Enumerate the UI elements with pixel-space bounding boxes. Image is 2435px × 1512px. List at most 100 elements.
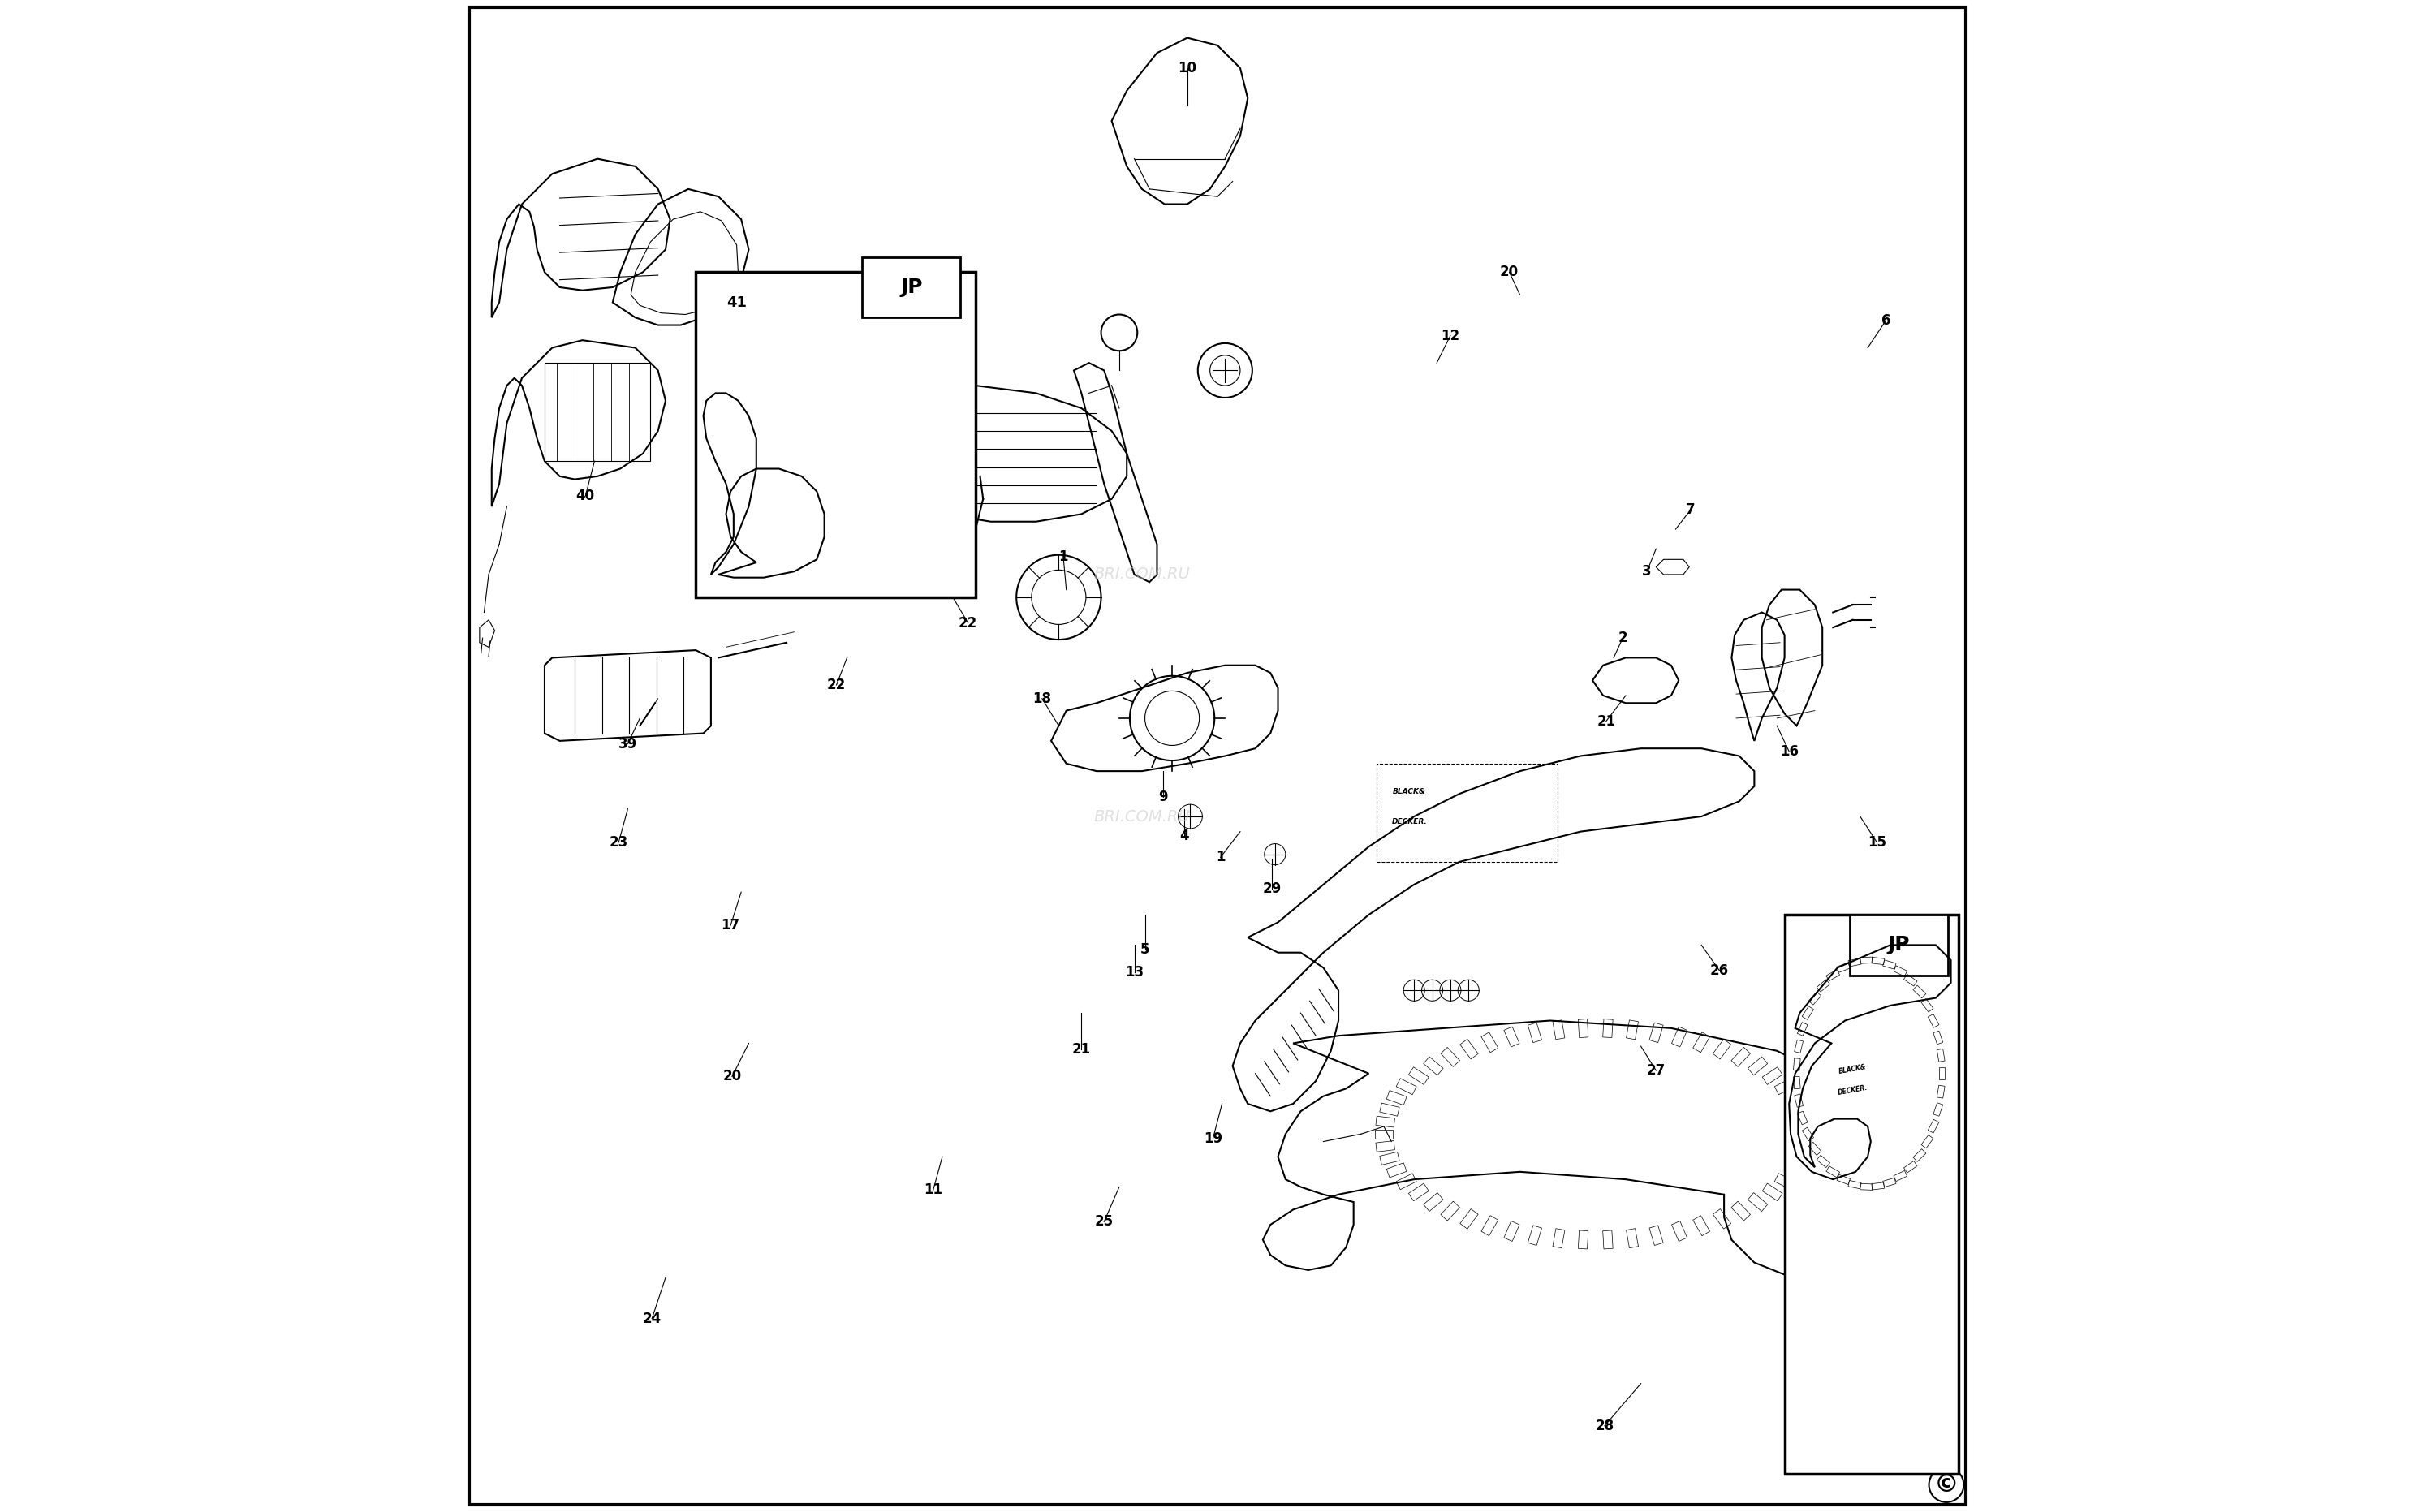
Bar xyxy=(1648,1225,1663,1246)
Bar xyxy=(1731,1201,1751,1220)
Bar xyxy=(1914,986,1926,998)
Text: 41: 41 xyxy=(726,295,748,310)
Text: 26: 26 xyxy=(1709,963,1729,978)
Bar xyxy=(1386,1163,1407,1178)
Bar xyxy=(1670,1222,1687,1241)
Text: JP: JP xyxy=(1887,936,1909,954)
Text: 29: 29 xyxy=(1261,881,1281,897)
Bar xyxy=(1785,1090,1804,1105)
Bar xyxy=(1627,1021,1639,1039)
Bar xyxy=(1381,1104,1400,1116)
Bar xyxy=(1461,1210,1478,1229)
Text: DECKER.: DECKER. xyxy=(1836,1084,1868,1096)
Bar xyxy=(1578,1019,1588,1037)
Bar xyxy=(1848,959,1860,966)
Bar xyxy=(1792,1152,1812,1164)
Text: 1: 1 xyxy=(1215,850,1225,865)
Bar xyxy=(1602,1231,1612,1249)
Bar xyxy=(1763,1067,1782,1084)
Bar xyxy=(1505,1222,1519,1241)
Bar xyxy=(1836,1175,1851,1184)
Bar xyxy=(1748,1193,1768,1211)
Bar xyxy=(1712,1039,1731,1058)
Text: BRI.COM.RU: BRI.COM.RU xyxy=(1093,567,1191,582)
Bar xyxy=(1826,1166,1841,1178)
Bar xyxy=(1914,1149,1926,1161)
Text: 11: 11 xyxy=(923,1182,942,1198)
Bar xyxy=(1933,1102,1943,1116)
Text: 8: 8 xyxy=(847,575,857,590)
Bar xyxy=(1921,1136,1933,1148)
Bar xyxy=(1933,1031,1943,1045)
Bar xyxy=(1797,1116,1817,1128)
Text: BLACK&: BLACK& xyxy=(1838,1063,1868,1075)
Text: 18: 18 xyxy=(1032,691,1052,706)
Bar xyxy=(1938,1067,1946,1080)
Bar xyxy=(1461,1039,1478,1058)
Bar xyxy=(1795,1058,1799,1070)
Bar xyxy=(1763,1184,1782,1201)
Text: 15: 15 xyxy=(1868,835,1887,850)
Bar xyxy=(1894,966,1907,977)
Bar xyxy=(1648,1022,1663,1043)
Bar xyxy=(1882,1178,1897,1187)
Bar xyxy=(1692,1216,1709,1235)
Bar xyxy=(1809,992,1821,1005)
Text: 13: 13 xyxy=(1125,965,1144,980)
Text: 22: 22 xyxy=(828,677,845,692)
Bar xyxy=(1442,1048,1461,1067)
Bar xyxy=(1578,1231,1588,1249)
Text: DECKER.: DECKER. xyxy=(1393,818,1427,826)
Text: BRI.COM.RU: BRI.COM.RU xyxy=(1093,809,1191,824)
Text: 5: 5 xyxy=(1140,942,1149,957)
Bar xyxy=(1826,969,1841,981)
Bar xyxy=(1860,957,1873,963)
Bar xyxy=(1929,1015,1938,1028)
Bar xyxy=(1505,1027,1519,1046)
Text: 17: 17 xyxy=(721,918,740,933)
Text: 14: 14 xyxy=(940,585,957,600)
Text: 4: 4 xyxy=(1179,829,1188,844)
Text: 27: 27 xyxy=(1646,1063,1666,1078)
Text: 41: 41 xyxy=(743,428,762,443)
Bar xyxy=(1785,1163,1804,1178)
Bar xyxy=(1480,1216,1498,1235)
Bar xyxy=(1692,1033,1709,1052)
Bar xyxy=(1792,1104,1812,1116)
Text: 21: 21 xyxy=(1597,714,1614,729)
Bar xyxy=(1894,1170,1907,1181)
Bar xyxy=(1809,1142,1821,1155)
Bar xyxy=(1873,1182,1885,1190)
Bar xyxy=(545,363,650,461)
Bar xyxy=(1795,1077,1799,1089)
Text: ©: © xyxy=(1933,1473,1958,1497)
Bar xyxy=(1929,1119,1938,1132)
Bar xyxy=(1748,1057,1768,1075)
Bar xyxy=(1527,1022,1541,1043)
Bar xyxy=(1775,1078,1795,1095)
Text: 2: 2 xyxy=(1617,631,1627,646)
Bar xyxy=(1376,1129,1393,1139)
Bar xyxy=(1817,980,1831,992)
Bar xyxy=(1797,1022,1807,1036)
Text: 19: 19 xyxy=(1203,1131,1222,1146)
Bar xyxy=(1921,999,1933,1012)
Text: BLACK&: BLACK& xyxy=(1393,788,1427,795)
Bar xyxy=(1602,1019,1612,1037)
Bar xyxy=(1817,1155,1831,1167)
Bar xyxy=(1936,1086,1946,1098)
Bar xyxy=(1527,1225,1541,1246)
Bar xyxy=(1873,957,1885,965)
Text: 25: 25 xyxy=(1096,1214,1113,1229)
Bar xyxy=(1424,1057,1444,1075)
Bar xyxy=(1407,1067,1429,1084)
Bar xyxy=(1712,1210,1731,1229)
Text: 9: 9 xyxy=(1159,789,1169,804)
Bar xyxy=(1376,1140,1395,1152)
Text: 1: 1 xyxy=(1059,549,1069,564)
Text: 28: 28 xyxy=(1595,1418,1614,1433)
Bar xyxy=(1731,1048,1751,1067)
Bar xyxy=(1386,1090,1407,1105)
Bar xyxy=(1851,915,1948,975)
Bar xyxy=(1797,1140,1817,1152)
